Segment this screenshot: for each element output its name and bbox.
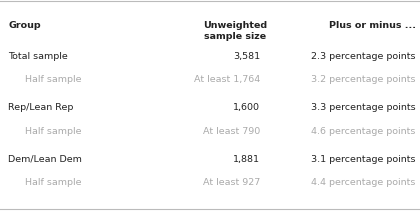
Text: At least 790: At least 790 <box>203 127 260 136</box>
Text: 3.2 percentage points: 3.2 percentage points <box>311 75 416 84</box>
Text: At least 927: At least 927 <box>203 178 260 187</box>
Text: Half sample: Half sample <box>25 75 82 84</box>
Text: Dem/Lean Dem: Dem/Lean Dem <box>8 155 82 164</box>
Text: Half sample: Half sample <box>25 127 82 136</box>
Text: Unweighted
sample size: Unweighted sample size <box>203 22 267 41</box>
Text: At least 1,764: At least 1,764 <box>194 75 260 84</box>
Text: 1,600: 1,600 <box>234 103 260 112</box>
Text: Half sample: Half sample <box>25 178 82 187</box>
Text: Plus or minus ...: Plus or minus ... <box>329 22 416 31</box>
Text: 2.3 percentage points: 2.3 percentage points <box>311 52 416 61</box>
Text: 4.6 percentage points: 4.6 percentage points <box>311 127 416 136</box>
Text: Total sample: Total sample <box>8 52 68 61</box>
Text: 1,881: 1,881 <box>234 155 260 164</box>
Text: 4.4 percentage points: 4.4 percentage points <box>311 178 416 187</box>
Text: 3,581: 3,581 <box>233 52 260 61</box>
Text: 3.1 percentage points: 3.1 percentage points <box>311 155 416 164</box>
Text: Rep/Lean Rep: Rep/Lean Rep <box>8 103 74 112</box>
Text: Group: Group <box>8 22 41 31</box>
Text: 3.3 percentage points: 3.3 percentage points <box>311 103 416 112</box>
